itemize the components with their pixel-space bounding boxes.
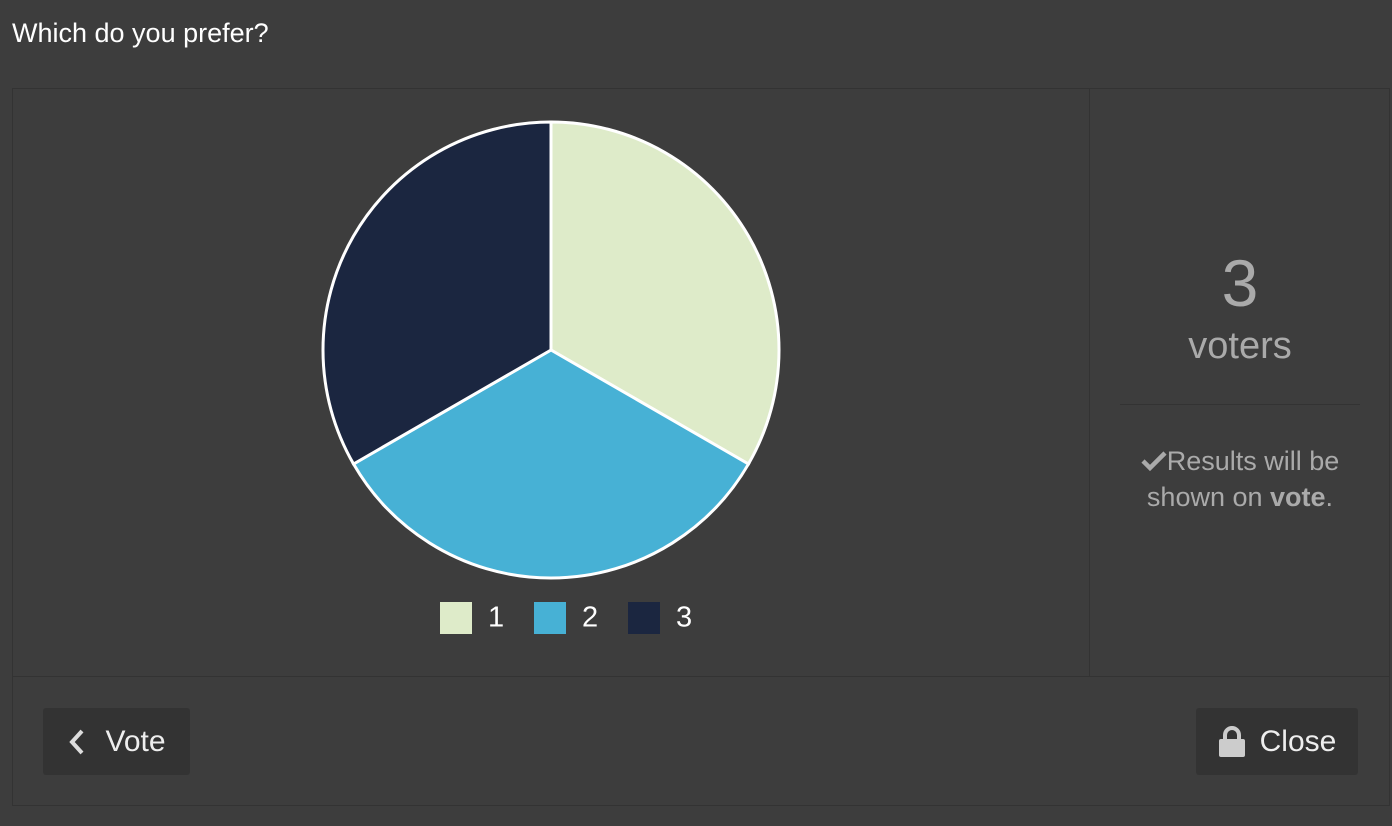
notice-end: . bbox=[1325, 482, 1334, 512]
legend-swatch bbox=[534, 602, 566, 634]
voter-label: voters bbox=[1188, 325, 1292, 367]
close-label: Close bbox=[1259, 724, 1337, 758]
separator bbox=[1120, 404, 1360, 405]
pie-slice bbox=[549, 120, 781, 467]
notice-emphasis: vote bbox=[1270, 482, 1326, 512]
voter-count: 3 bbox=[1221, 246, 1259, 320]
divider bbox=[1089, 89, 1090, 677]
close-button[interactable]: Close bbox=[1196, 708, 1358, 775]
pie-chart: 1 2 3 bbox=[321, 120, 781, 634]
vote-button[interactable]: Vote bbox=[43, 708, 190, 775]
pie-slice bbox=[321, 120, 553, 467]
check-icon bbox=[1141, 451, 1167, 472]
legend-swatch bbox=[440, 602, 472, 634]
legend-label: 3 bbox=[676, 602, 692, 634]
legend-swatch bbox=[628, 602, 660, 634]
results-notice: Results will be shown on vote. bbox=[1115, 443, 1365, 515]
notice-text: Results will be shown on bbox=[1146, 446, 1340, 512]
lock-icon bbox=[1218, 725, 1245, 757]
vote-label: Vote bbox=[105, 724, 166, 758]
divider bbox=[13, 676, 1389, 677]
legend-label: 2 bbox=[582, 602, 598, 634]
poll-title: Which do you prefer? bbox=[12, 18, 269, 48]
chevron-icon bbox=[69, 729, 84, 754]
poll-panel bbox=[12, 88, 1390, 806]
legend-label: 1 bbox=[488, 602, 504, 634]
